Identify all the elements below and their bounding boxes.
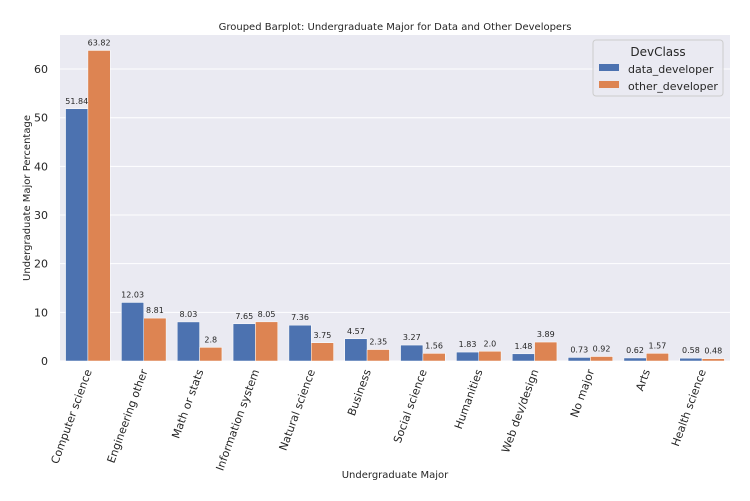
x-tick-label-10: Arts [633, 367, 653, 392]
bar-label-other-developer-11: 0.48 [704, 347, 722, 356]
bars [65, 50, 725, 362]
bar-data-developer-2 [177, 321, 200, 362]
x-tick-label-7: Humanities [452, 367, 486, 431]
x-tick-label-0: Computer science [48, 367, 94, 465]
bar-other-developer-0 [87, 50, 111, 362]
x-tick-label-8: Web dev/design [499, 368, 541, 455]
legend-label-other-developer: other_developer [628, 80, 718, 93]
bar-label-data-developer-2: 8.03 [180, 310, 198, 319]
bar-data-developer-1 [121, 302, 144, 362]
bar-label-other-developer-7: 2.0 [484, 339, 497, 348]
bar-label-data-developer-10: 0.62 [626, 346, 644, 355]
bar-label-other-developer-8: 3.89 [537, 330, 555, 339]
bar-data-developer-7 [456, 351, 479, 362]
bar-label-other-developer-5: 2.35 [369, 338, 387, 347]
y-tick-label-4: 40 [34, 160, 48, 173]
y-tick-label-0: 0 [41, 355, 48, 368]
bar-data-developer-9 [567, 357, 591, 362]
legend: DevClass data_developer other_developer [592, 39, 724, 97]
y-tick-label-1: 10 [34, 306, 48, 319]
bar-label-other-developer-3: 8.05 [258, 310, 276, 319]
bar-label-data-developer-9: 0.73 [570, 345, 588, 354]
legend-box [592, 39, 724, 97]
x-tick-label-1: Engineering other [105, 367, 151, 465]
bar-label-data-developer-6: 3.27 [403, 333, 421, 342]
y-tick-label-6: 60 [34, 63, 48, 76]
y-tick-label-2: 20 [34, 258, 48, 271]
bar-other-developer-9 [590, 356, 614, 362]
bar-other-developer-1 [143, 317, 167, 362]
x-axis-ticks: Computer science Engineering other Math or… [48, 367, 709, 472]
bar-data-developer-10 [623, 357, 647, 362]
bar-other-developer-2 [199, 347, 223, 362]
bar-label-data-developer-5: 4.57 [347, 327, 365, 336]
legend-title: DevClass [630, 45, 685, 59]
bar-other-developer-7 [478, 351, 502, 362]
bar-label-other-developer-4: 3.75 [314, 331, 332, 340]
legend-swatch-other-developer [599, 81, 619, 88]
x-tick-label-11: Health science [669, 367, 709, 448]
bar-other-developer-10 [646, 353, 669, 362]
bar-other-developer-5 [366, 349, 390, 362]
bar-label-other-developer-10: 1.57 [649, 341, 667, 350]
y-tick-label-5: 50 [34, 112, 48, 125]
bar-data-developer-6 [400, 344, 424, 362]
bar-label-data-developer-0: 51.84 [65, 97, 88, 106]
x-tick-label-5: Business [345, 367, 374, 417]
bar-label-other-developer-0: 63.82 [88, 38, 111, 47]
x-tick-label-4: Natural science [277, 367, 319, 452]
y-tick-label-3: 30 [34, 209, 48, 222]
bar-data-developer-3 [232, 323, 256, 362]
bar-label-other-developer-1: 8.81 [146, 306, 164, 315]
bar-other-developer-8 [534, 341, 558, 362]
bar-data-developer-0 [65, 108, 89, 362]
bar-label-data-developer-3: 7.65 [235, 312, 253, 321]
bar-label-data-developer-1: 12.03 [121, 290, 144, 299]
legend-swatch-data-developer [599, 64, 619, 71]
bar-value-labels: 51.84 63.82 12.038.81 8.03 2.8 7.65 8.05 7.36 3.… [65, 38, 722, 355]
bar-label-other-developer-6: 1.56 [425, 341, 443, 350]
x-tick-label-3: Information system [213, 368, 262, 473]
bar-label-data-developer-8: 1.48 [515, 342, 533, 351]
bar-label-data-developer-11: 0.58 [682, 346, 700, 355]
bar-data-developer-5 [344, 338, 368, 362]
legend-label-data-developer: data_developer [628, 63, 714, 76]
bar-data-developer-8 [512, 353, 535, 362]
y-axis-ticks: 0 10 20 30 40 50 60 [34, 63, 48, 368]
chart-title: Grouped Barplot: Undergraduate Major for… [219, 22, 572, 33]
x-tick-label-6: Social science [391, 367, 430, 444]
bar-other-developer-6 [422, 353, 446, 362]
bar-data-developer-11 [679, 357, 703, 362]
bar-label-other-developer-2: 2.8 [204, 335, 217, 344]
x-tick-label-2: Math or stats [169, 367, 206, 440]
bar-label-data-developer-7: 1.83 [459, 340, 477, 349]
y-axis-title: Undergraduate Major Percentage [22, 115, 33, 281]
bar-data-developer-4 [288, 324, 312, 362]
bar-other-developer-11 [701, 358, 725, 362]
x-tick-label-9: No major [568, 367, 598, 419]
bar-other-developer-4 [311, 342, 334, 362]
x-axis-title: Undergraduate Major [342, 470, 449, 481]
bar-label-data-developer-4: 7.36 [291, 313, 309, 322]
bar-other-developer-3 [255, 321, 279, 362]
bar-label-other-developer-9: 0.92 [593, 345, 611, 354]
